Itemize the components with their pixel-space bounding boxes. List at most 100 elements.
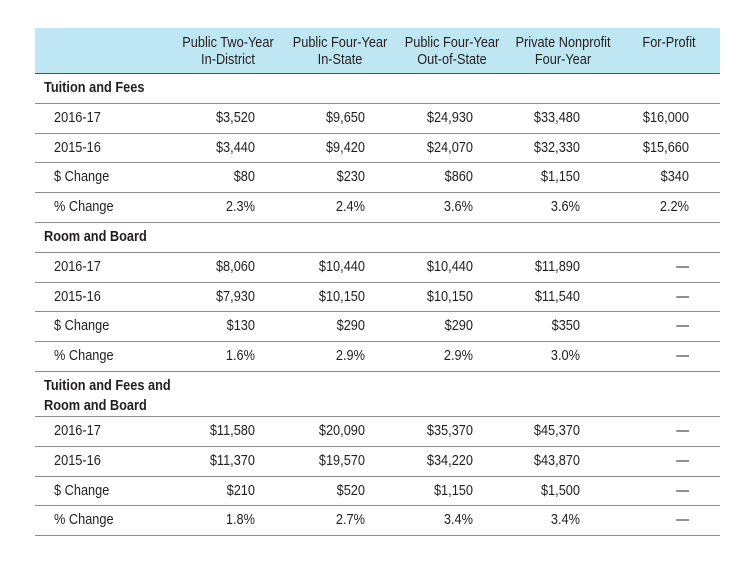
table-cell: $860 — [444, 169, 473, 186]
table-cell: $10,150 — [318, 288, 365, 305]
column-header-line: Out-of-State — [417, 52, 487, 68]
row-label: 2015-16 — [54, 288, 101, 305]
divider-rule — [35, 341, 720, 343]
table-cell: $33,480 — [533, 109, 580, 126]
table-cell: 2.9% — [443, 348, 473, 365]
column-header: Public Two-Year In-District — [171, 35, 285, 69]
table-cell: $8,060 — [215, 258, 255, 275]
divider-rule — [35, 132, 720, 134]
row-label: 2015-16 — [54, 139, 101, 156]
row-label: $ Change — [54, 169, 110, 186]
divider-rule — [35, 222, 720, 223]
row-label: 2016-17 — [54, 423, 101, 439]
table-cell: — — [676, 423, 689, 439]
section-title-line: Room and Board — [44, 229, 147, 245]
table-cell: $130 — [226, 318, 255, 335]
table-cell: $19,570 — [318, 452, 365, 469]
table-cell: $34,220 — [426, 452, 473, 469]
table-cell: $290 — [444, 318, 473, 335]
divider-rule — [35, 311, 720, 313]
table-cell: 3.6% — [443, 199, 473, 216]
divider-rule — [35, 102, 720, 104]
table-cell: $45,370 — [533, 423, 580, 439]
column-header: Public Four-Year Out-of-State — [395, 35, 509, 69]
table-cell: 3.6% — [550, 199, 580, 216]
table-cell: 3.4% — [550, 512, 580, 529]
column-header-line: In-State — [317, 52, 363, 68]
divider-rule — [35, 162, 720, 164]
section-title: Tuition and Fees and Room and Board — [44, 376, 171, 416]
column-header: Private Nonprofit Four-Year — [506, 35, 620, 69]
table-cell: $16,000 — [642, 109, 689, 126]
table-cell: $290 — [336, 318, 365, 335]
table-cell: $3,520 — [215, 109, 255, 126]
table-cell: 3.0% — [550, 348, 580, 365]
row-label: % Change — [54, 512, 114, 529]
column-header-line: Private Nonprofit — [515, 35, 611, 51]
table-cell: $10,440 — [318, 258, 365, 275]
table-cell: $24,070 — [426, 139, 473, 156]
table-cell: 1.8% — [225, 512, 255, 529]
table-cell: $15,660 — [642, 139, 689, 156]
table-cell: $1,150 — [433, 482, 473, 499]
column-header-line: Public Four-Year — [404, 35, 500, 51]
column-header-line: In-District — [201, 52, 255, 68]
row-label: 2016-17 — [54, 258, 101, 275]
column-header-line: Public Two-Year — [182, 35, 274, 51]
table-cell: $32,330 — [533, 139, 580, 156]
column-header-line: Public Four-Year — [292, 35, 388, 51]
table-cell: $20,090 — [318, 423, 365, 439]
table-cell: $210 — [226, 482, 255, 499]
table-cell: — — [676, 482, 689, 499]
table-cell: 2.9% — [335, 348, 365, 365]
row-label: 2016-17 — [54, 109, 101, 126]
section-title-line: Tuition and Fees — [44, 80, 145, 96]
column-header-line: Four-Year — [534, 52, 592, 68]
table-cell: $1,500 — [540, 482, 580, 499]
divider-rule — [35, 535, 720, 537]
divider-rule — [35, 505, 720, 507]
table-cell: 2.4% — [335, 199, 365, 216]
table-cell: $3,440 — [215, 139, 255, 156]
table-cell: $11,370 — [209, 452, 255, 469]
section-title-line: Room and Board — [44, 398, 147, 414]
table-cell: $24,930 — [426, 109, 473, 126]
table-cell: — — [676, 288, 689, 305]
table-cell: $350 — [551, 318, 580, 335]
table-cell: $35,370 — [426, 423, 473, 439]
table-cell: $10,440 — [426, 258, 473, 275]
column-header-line: For-Profit — [642, 35, 696, 51]
table-cell: $11,890 — [534, 258, 580, 275]
table-cell: $10,150 — [426, 288, 473, 305]
row-label: 2015-16 — [54, 452, 101, 469]
table-cell: $1,150 — [540, 169, 580, 186]
divider-rule — [35, 416, 720, 417]
table-cell: 2.7% — [335, 512, 365, 529]
table-cell: $230 — [336, 169, 365, 186]
divider-rule — [35, 445, 720, 447]
table-cell: $11,540 — [534, 288, 580, 305]
table-cell: — — [676, 348, 689, 365]
divider-rule — [35, 475, 720, 477]
table-cell: 2.2% — [659, 199, 689, 216]
section-title: Room and Board — [44, 227, 147, 247]
column-header: Public Four-Year In-State — [283, 35, 397, 69]
table-cell: $9,420 — [325, 139, 365, 156]
row-label: % Change — [54, 199, 114, 216]
table-cell: — — [676, 258, 689, 275]
table-cell: $340 — [660, 169, 689, 186]
table-cell: 1.6% — [225, 348, 255, 365]
section-title-line: Tuition and Fees and — [44, 378, 171, 394]
table-cell: $11,580 — [209, 423, 255, 439]
table-cell: — — [676, 452, 689, 469]
table-cell: $7,930 — [215, 288, 255, 305]
divider-rule — [35, 192, 720, 194]
divider-rule — [35, 73, 720, 74]
table-cell: $520 — [336, 482, 365, 499]
row-label: $ Change — [54, 482, 110, 499]
divider-rule — [35, 281, 720, 283]
table-header: Public Two-Year In-District Public Four-Ye… — [35, 28, 720, 73]
row-label: % Change — [54, 348, 114, 365]
table-cell: 3.4% — [443, 512, 473, 529]
table-cell: 2.3% — [225, 199, 255, 216]
